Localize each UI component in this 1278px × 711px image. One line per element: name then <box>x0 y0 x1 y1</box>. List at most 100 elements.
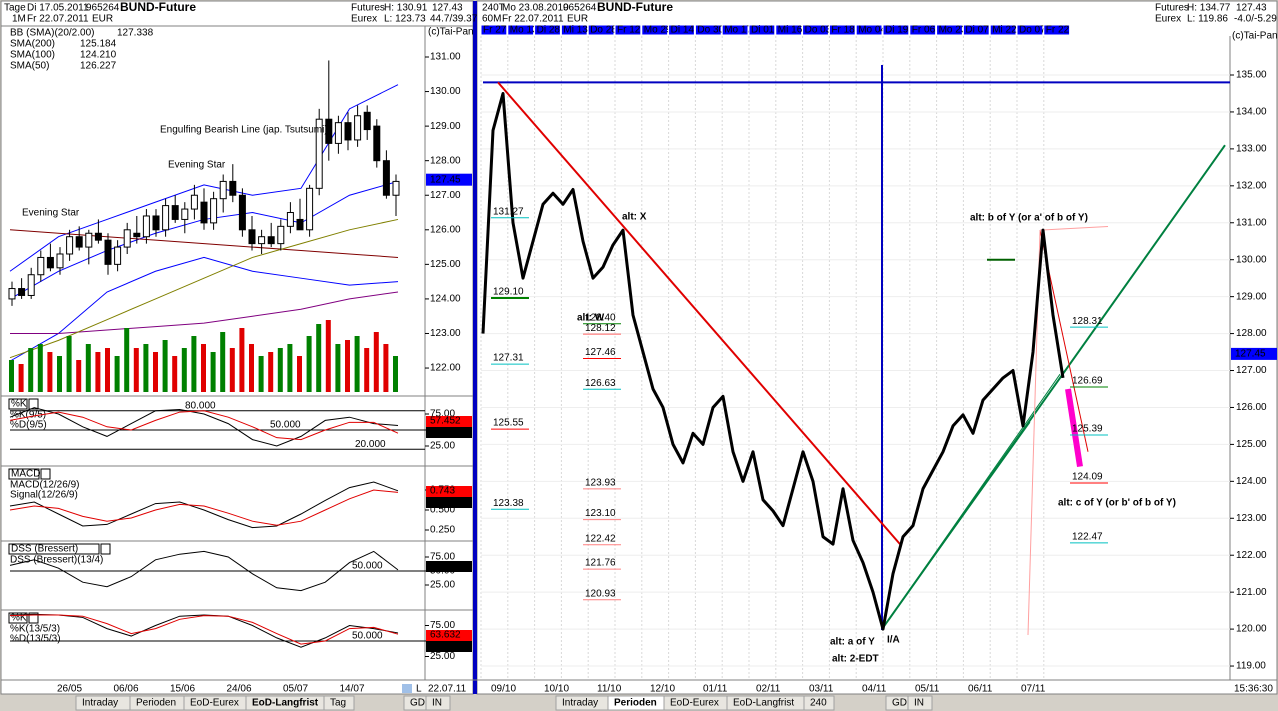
header-text: 965264 <box>86 3 120 14</box>
volume-bar <box>258 356 264 392</box>
tab[interactable] <box>323 695 355 711</box>
header-text: 1M <box>12 14 26 25</box>
candle-body <box>18 288 26 296</box>
tab-label[interactable]: Intraday <box>82 698 118 709</box>
tab-label[interactable]: Perioden <box>614 698 657 709</box>
tab-label[interactable]: IN <box>914 698 924 709</box>
x-tick-label: 12/10 <box>650 684 675 695</box>
oscillator-line <box>9 481 399 529</box>
candle-body <box>133 232 141 238</box>
y-tick-label: 0.250 <box>430 525 455 536</box>
candle-body <box>267 236 275 245</box>
date-cell-label: Di 01 <box>751 25 775 36</box>
panel-button[interactable] <box>8 612 28 624</box>
projection-line <box>1065 388 1083 468</box>
date-cell <box>962 24 990 36</box>
price-tag: 127.45 <box>430 174 461 185</box>
candle-body <box>344 122 352 141</box>
tab-label[interactable]: IN <box>432 698 442 709</box>
date-cell <box>855 24 883 36</box>
y-tick-label: 131.00 <box>430 52 461 63</box>
volume-bar <box>105 348 110 392</box>
panel-button[interactable] <box>8 543 100 555</box>
tab-label[interactable]: 240 <box>810 698 827 709</box>
date-cell-label: Mi 22 <box>992 25 1017 36</box>
candle-body <box>392 180 400 196</box>
x-tick-label: 26/05 <box>57 684 82 695</box>
value-tag: 63.632 <box>430 630 461 641</box>
header-text: BUND-Future <box>597 0 673 14</box>
y-tick-label: 125.00 <box>430 259 461 270</box>
tab-label[interactable]: Intraday <box>562 698 598 709</box>
candle-body <box>56 253 64 269</box>
panel-button[interactable] <box>8 468 40 480</box>
date-cell <box>694 24 722 36</box>
date-cell <box>480 24 508 36</box>
level-label: 128.12 <box>585 323 616 334</box>
candle-body <box>171 205 179 220</box>
panel-button-label[interactable]: MACD <box>11 469 40 480</box>
tab[interactable] <box>425 695 451 711</box>
tab[interactable] <box>803 695 835 711</box>
level-label: 128.40 <box>585 312 616 323</box>
date-cell-label: Mi 16 <box>778 25 803 36</box>
oscillator-line <box>9 550 399 592</box>
level-label: 120.93 <box>585 588 616 599</box>
volume-bar <box>172 356 178 392</box>
panel-plus[interactable] <box>100 543 111 555</box>
tab-label[interactable]: Tag <box>330 698 346 709</box>
value-tag-bg <box>426 641 472 652</box>
volume-bar <box>229 348 235 392</box>
header-text: H: 130.91 <box>384 3 428 14</box>
annotation: alt: a of Y <box>830 637 875 648</box>
level-label: 126.63 <box>585 378 616 389</box>
date-cell-label: Do 03 <box>805 25 832 36</box>
y-tick-label: 135.00 <box>1236 70 1267 81</box>
series-label: Signal(12/26/9) <box>10 490 78 501</box>
tab-label[interactable]: EoD-Eurex <box>190 698 239 709</box>
panel-button-label[interactable]: %K <box>11 399 27 410</box>
panel-plus[interactable] <box>28 398 39 410</box>
tab-label[interactable]: EoD-Langfrist <box>252 698 319 709</box>
level-label: 122.47 <box>1072 531 1103 542</box>
volume-bar <box>191 336 197 392</box>
volume-bar <box>297 356 302 392</box>
candle-body <box>258 236 266 245</box>
tab-label[interactable]: GD <box>892 698 907 709</box>
panel-button-label[interactable]: DSS (Bressert) <box>11 544 78 555</box>
legend-label: BB (SMA)(20/2.00) <box>10 28 94 39</box>
volume-bar <box>201 344 206 392</box>
candle-body <box>152 215 160 231</box>
volume-bar <box>85 344 91 392</box>
header-text: Eurex <box>1155 14 1181 25</box>
x-tick-label: 04/11 <box>862 684 887 695</box>
tab-label[interactable]: EoD-Eurex <box>670 698 719 709</box>
annotation: alt: c of Y (or b' of b of Y) <box>1058 498 1176 509</box>
header-text: 965264 <box>563 3 597 14</box>
tab-label[interactable]: EoD-Langfrist <box>733 698 794 709</box>
x-tick-label: 02/11 <box>756 684 781 695</box>
date-cell-label: Di 07 <box>965 25 989 36</box>
x-tick-label: 05/11 <box>915 684 940 695</box>
value-tag-bg <box>426 497 472 508</box>
volume-bar <box>239 328 245 392</box>
candle-body <box>85 232 93 248</box>
panel-plus[interactable] <box>40 468 51 480</box>
header-text: Futures <box>351 3 385 14</box>
tab-label[interactable]: Perioden <box>136 698 176 709</box>
header-text: 240T <box>482 3 505 14</box>
y-tick-label: 129.00 <box>430 121 461 132</box>
y-tick-label: 129.00 <box>1236 291 1267 302</box>
volume-bar <box>37 344 43 392</box>
panel-plus[interactable] <box>28 612 39 624</box>
tab-label[interactable]: GD <box>410 698 425 709</box>
y-tick-label: 128.00 <box>430 155 461 166</box>
x-tick-label: 06/06 <box>114 684 139 695</box>
panel-button-label[interactable]: %K <box>11 613 27 624</box>
panel-button[interactable] <box>8 398 28 410</box>
value-tag: 45.250 <box>430 427 461 438</box>
clock: 15:36:30 <box>1234 684 1273 695</box>
tab[interactable] <box>907 695 933 711</box>
candle-body <box>104 239 112 265</box>
candle-body <box>248 229 256 245</box>
